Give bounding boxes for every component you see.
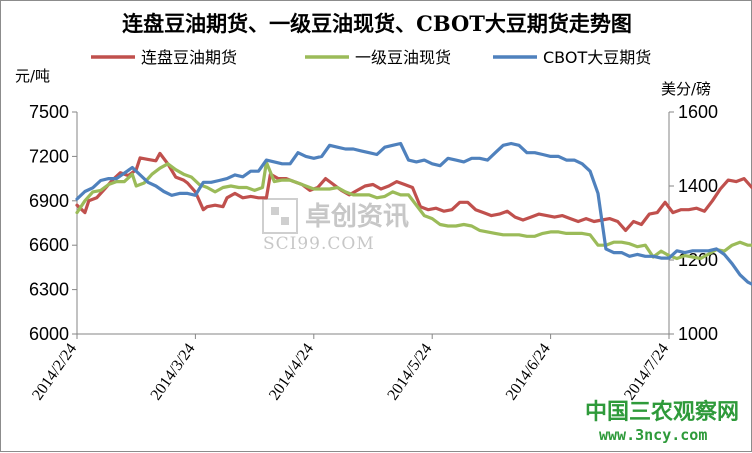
chart-title: 连盘豆油期货、一级豆油现货、CBOT大豆期货走势图 bbox=[122, 11, 632, 36]
x-tick-label: 2014/7/24 bbox=[621, 341, 672, 404]
series-layer bbox=[75, 141, 752, 286]
left-axis-unit: 元/吨 bbox=[15, 67, 50, 85]
watermark: 卓创资讯 SCI99.COM bbox=[262, 198, 409, 254]
series-line-2 bbox=[75, 141, 752, 286]
right-tick-label: 1000 bbox=[678, 324, 718, 344]
watermark-sub: SCI99.COM bbox=[263, 234, 375, 254]
x-tick-label: 2014/5/24 bbox=[384, 341, 435, 404]
watermark-logo-icon bbox=[262, 198, 298, 234]
watermark-logo-dot2-icon bbox=[281, 217, 289, 225]
right-axis-unit: 美分/磅 bbox=[661, 80, 711, 98]
right-tick-label: 1400 bbox=[678, 176, 718, 196]
legend-label-0: 连盘豆油期货 bbox=[141, 48, 237, 67]
x-tick-label: 2014/3/24 bbox=[148, 341, 199, 404]
right-tick-label: 1600 bbox=[678, 102, 718, 122]
x-tick-label: 2014/2/24 bbox=[29, 341, 80, 404]
brand-name: 中国三农观察网 bbox=[585, 399, 739, 425]
brand-url: www.3ncy.com bbox=[599, 426, 707, 444]
left-tick-label: 6900 bbox=[29, 191, 69, 211]
left-tick-label: 6000 bbox=[29, 324, 69, 344]
watermark-text: 卓创资讯 bbox=[305, 202, 409, 232]
watermark-logo-dot-icon bbox=[271, 207, 279, 215]
legend: 连盘豆油期货 一级豆油现货 CBOT大豆期货 bbox=[91, 48, 651, 67]
left-tick-label: 6300 bbox=[29, 280, 69, 300]
x-tick-label: 2014/6/24 bbox=[503, 341, 554, 404]
legend-label-1: 一级豆油现货 bbox=[355, 48, 451, 67]
legend-label-2: CBOT大豆期货 bbox=[543, 48, 651, 67]
series-line-1 bbox=[75, 160, 752, 261]
series-line-0 bbox=[75, 151, 752, 232]
left-tick-label: 7200 bbox=[29, 146, 69, 166]
x-tick-label: 2014/4/24 bbox=[266, 341, 317, 404]
left-tick-label: 7500 bbox=[29, 102, 69, 122]
left-tick-label: 6600 bbox=[29, 235, 69, 255]
